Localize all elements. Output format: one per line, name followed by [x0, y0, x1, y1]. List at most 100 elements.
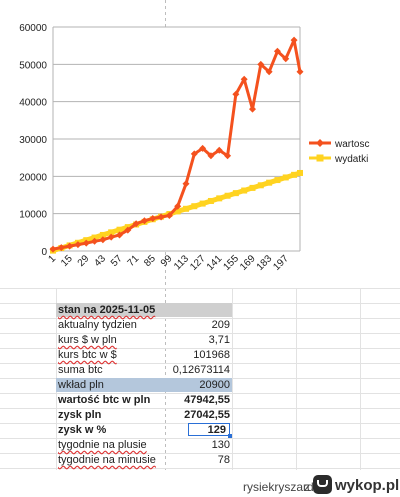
data-point-wydatki: [282, 174, 289, 181]
x-tick-label: 15: [59, 253, 75, 269]
data-point-wartosc: [199, 144, 207, 152]
watermark-username: rysiekryszard: [243, 480, 314, 494]
y-axis-ticks: 0 10000 20000 30000 40000 50000 60000: [19, 23, 47, 258]
table-row[interactable]: kurs $ w pln 3,71: [56, 333, 232, 347]
data-point-wartosc: [74, 241, 82, 249]
data-point-wydatki: [232, 190, 239, 197]
data-point-wartosc: [165, 212, 173, 220]
data-point-wydatki: [257, 182, 264, 189]
data-point-wartosc: [224, 152, 232, 160]
data-point-wartosc: [290, 36, 298, 44]
data-point-wydatki: [224, 192, 231, 199]
table-row[interactable]: zysk pln 27042,55: [56, 408, 232, 422]
data-point-wydatki: [249, 184, 256, 191]
row-label: tygodnie na plusie: [58, 439, 147, 451]
data-point-wartosc: [207, 152, 215, 160]
row-value: 209: [211, 319, 230, 331]
row-value: 3,71: [208, 334, 230, 346]
data-point-wartosc: [265, 68, 273, 76]
data-point-wartosc: [273, 47, 281, 55]
data-point-wydatki: [191, 203, 198, 210]
x-tick-label: 113: [172, 253, 191, 272]
data-point-wartosc: [82, 239, 90, 247]
row-label: aktualny tydzien: [58, 319, 137, 331]
row-value: 129: [207, 424, 226, 436]
y-tick-label: 40000: [19, 98, 47, 109]
data-point-wydatki: [174, 208, 181, 215]
selected-cell-cursor[interactable]: [188, 423, 230, 436]
legend-label-wydatki: wydatki: [334, 154, 368, 165]
y-gridlines: [52, 26, 301, 252]
row-value: 0,12673114: [172, 364, 230, 376]
table-header-row[interactable]: stan na 2025-11-05: [56, 303, 232, 317]
legend-marker-wydatki: [316, 154, 324, 162]
data-point-wartosc: [124, 226, 132, 234]
row-label: tygodnie na minusie: [58, 454, 156, 466]
table-row[interactable]: tygodnie na minusie 78: [56, 453, 232, 467]
data-point-wartosc: [240, 75, 248, 83]
table-header-label: stan na 2025-11-05: [58, 304, 156, 316]
table-row-highlighted[interactable]: wkład pln 20900: [56, 378, 232, 392]
watermark-joiner: z: [304, 480, 310, 494]
data-point-wartosc: [232, 90, 240, 98]
data-point-wydatki: [216, 195, 223, 202]
wykop-logo-icon: [313, 475, 332, 494]
x-tick-label: 29: [76, 253, 92, 269]
data-point-wydatki: [199, 200, 206, 207]
data-point-wartosc: [249, 105, 256, 113]
y-tick-label: 30000: [19, 135, 47, 146]
table-row[interactable]: suma btc 0,12673114: [56, 363, 232, 377]
x-tick-label: 99: [159, 253, 175, 269]
data-point-wartosc: [91, 237, 99, 245]
data-point-wydatki: [183, 205, 189, 212]
line-chart[interactable]: 0 10000 20000 30000 40000 50000 60000 1 15 29 43 5…: [0, 0, 400, 290]
data-point-wydatki: [297, 169, 303, 176]
legend-label-wartosc: wartosc: [334, 139, 369, 150]
data-point-wartosc: [282, 55, 290, 63]
x-tick-label: 169: [238, 253, 258, 273]
data-point-wydatki: [274, 177, 281, 184]
x-tick-label: 127: [188, 253, 208, 273]
data-point-wartosc: [149, 215, 157, 223]
data-point-wartosc: [157, 213, 165, 221]
table-row[interactable]: kurs btc w $ 101968: [56, 348, 232, 362]
row-value: 101968: [193, 349, 230, 361]
data-point-wartosc: [174, 202, 182, 210]
data-point-wydatki: [91, 234, 98, 241]
y-tick-label: 0: [41, 247, 47, 258]
data-point-wydatki: [241, 187, 248, 194]
table-row[interactable]: aktualny tydzien 209: [56, 318, 232, 332]
table-row[interactable]: wartość btc w pln 47942,55: [56, 393, 232, 407]
data-point-wydatki: [291, 171, 298, 178]
data-point-wartosc: [132, 220, 140, 228]
legend-marker-wartosc: [316, 139, 324, 147]
chart-legend: wartosc wydatki: [309, 139, 369, 165]
data-point-wartosc: [182, 180, 190, 188]
x-tick-label: 183: [255, 253, 275, 273]
data-point-wartosc: [99, 236, 107, 244]
x-tick-label: 71: [126, 253, 142, 269]
table-row[interactable]: tygodnie na plusie 130: [56, 438, 232, 452]
y-tick-label: 20000: [19, 172, 47, 183]
data-point-wartosc: [140, 217, 148, 225]
row-label: kurs btc w $: [58, 349, 117, 361]
data-point-wydatki: [116, 226, 123, 233]
x-tick-label: 1: [46, 253, 58, 265]
x-tick-label: 197: [271, 253, 291, 273]
table-row[interactable]: zysk w % 129: [56, 423, 232, 437]
data-point-wydatki: [266, 179, 273, 186]
x-tick-label: 43: [92, 253, 108, 269]
row-label: suma btc: [58, 364, 103, 376]
data-point-wartosc: [57, 244, 65, 252]
row-value: 27042,55: [184, 409, 230, 421]
y-tick-label: 10000: [19, 210, 47, 221]
row-label: zysk w %: [58, 424, 107, 436]
row-label: wartość btc w pln: [58, 394, 151, 406]
data-point-wartosc: [49, 245, 57, 253]
x-tick-label: 85: [142, 253, 158, 269]
data-point-wydatki: [108, 229, 115, 236]
data-point-wydatki: [207, 197, 214, 204]
data-point-wartosc: [215, 146, 223, 154]
fill-handle[interactable]: [228, 434, 232, 438]
